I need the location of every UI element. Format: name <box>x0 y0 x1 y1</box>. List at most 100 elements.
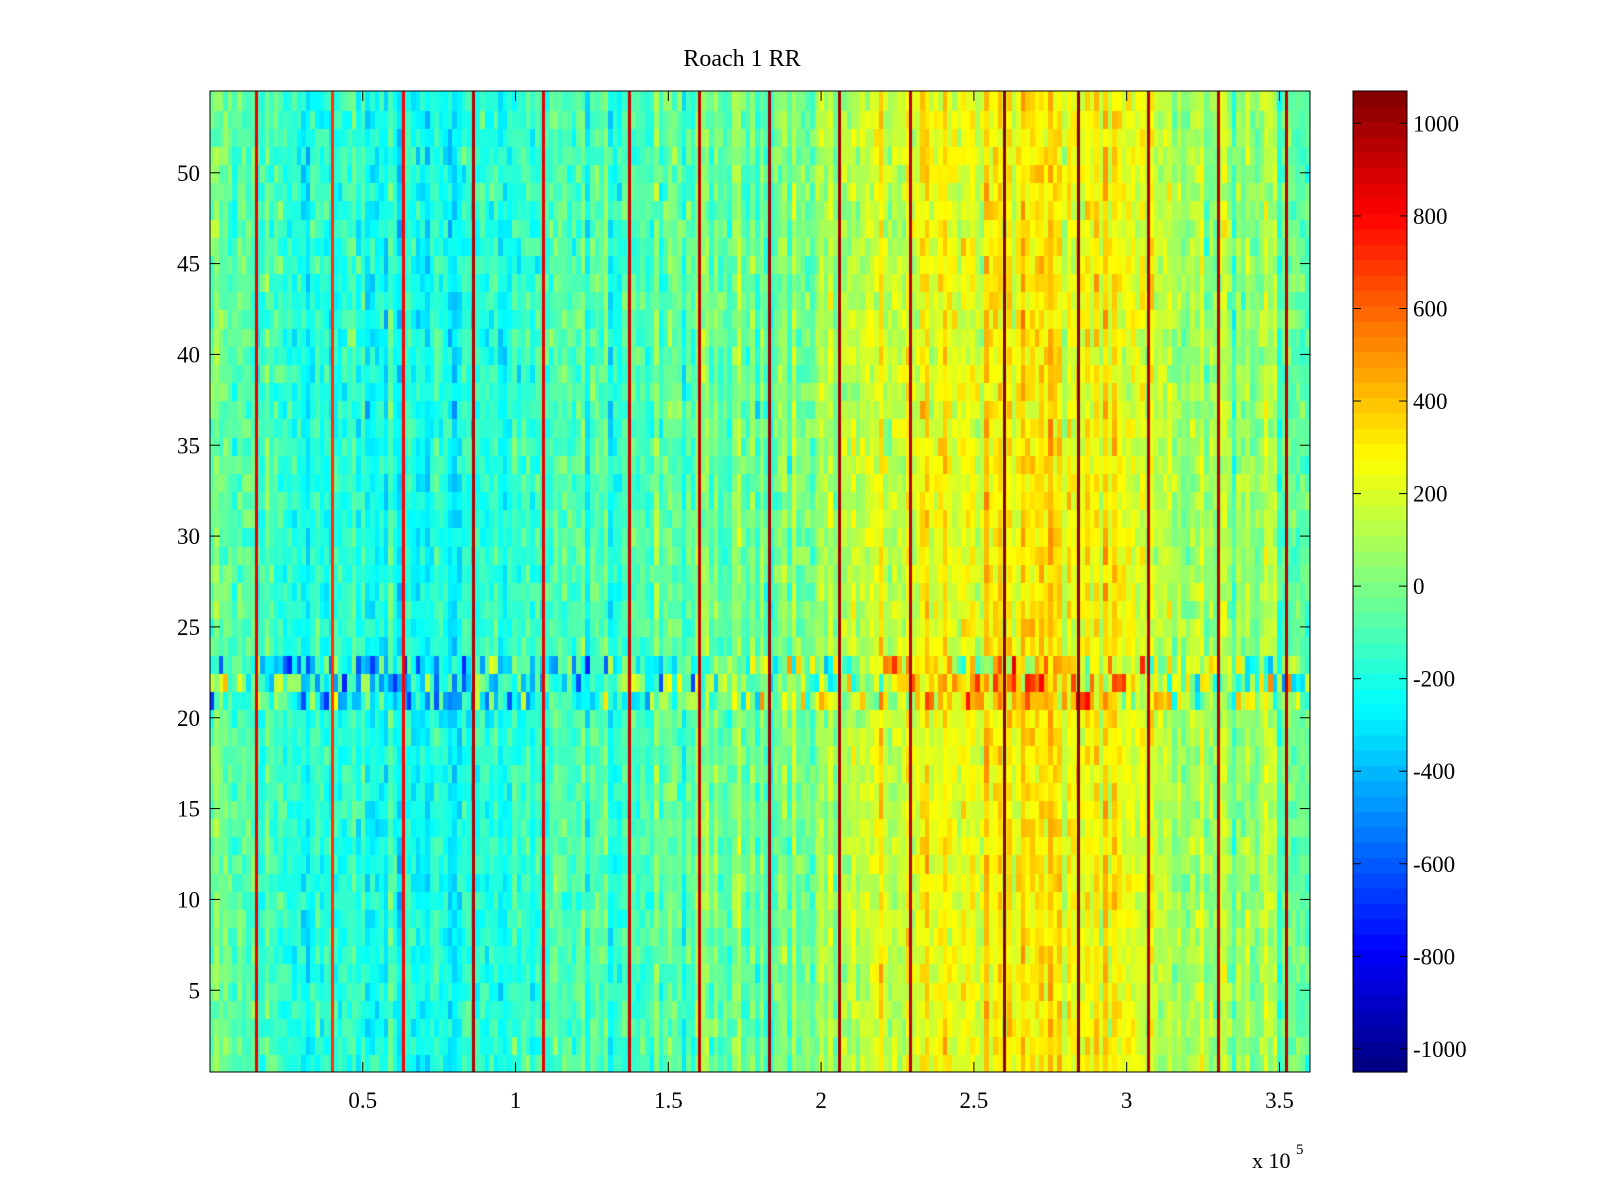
x-axis-multiplier-base: x 10 <box>1252 1148 1291 1173</box>
colorbar-band <box>1353 1010 1407 1027</box>
x-tick-label: 3.5 <box>1265 1088 1294 1113</box>
colorbar-band <box>1353 780 1407 797</box>
colorbar-band <box>1353 504 1407 521</box>
colorbar-band <box>1353 750 1407 767</box>
y-tick-label: 25 <box>177 615 200 640</box>
colorbar-band <box>1353 458 1407 475</box>
colorbar-band <box>1353 566 1407 583</box>
y-tick-label: 30 <box>177 524 200 549</box>
colorbar-frame <box>1352 90 1408 1073</box>
colorbar-band <box>1353 351 1407 368</box>
x-tick-label: 2 <box>815 1088 827 1113</box>
x-tick-label: 1.5 <box>654 1088 683 1113</box>
colorbar-band <box>1353 290 1407 307</box>
colorbar-band <box>1353 106 1407 123</box>
colorbar-band <box>1353 520 1407 537</box>
colorbar-tick-label: -1000 <box>1413 1037 1467 1062</box>
colorbar <box>1353 91 1407 1073</box>
colorbar-axis: 1000 800 600 400 200 0 -200 -400 -600 -800 -1000 <box>1353 111 1467 1062</box>
colorbar-band <box>1353 842 1407 859</box>
colorbar-band <box>1353 872 1407 889</box>
colorbar-band <box>1353 596 1407 613</box>
y-axis: 5 10 15 20 25 30 35 40 45 50 <box>177 161 1310 1003</box>
colorbar-band <box>1353 366 1407 383</box>
colorbar-band <box>1353 642 1407 659</box>
colorbar-tick-label: 400 <box>1413 389 1448 414</box>
colorbar-band <box>1353 719 1407 736</box>
colorbar-tick-label: -800 <box>1413 944 1455 969</box>
x-tick-label: 2.5 <box>960 1088 989 1113</box>
colorbar-band <box>1353 857 1407 874</box>
colorbar-band <box>1353 274 1407 291</box>
y-tick-label: 35 <box>177 433 200 458</box>
colorbar-tick-label: 0 <box>1413 574 1425 599</box>
colorbar-band <box>1353 704 1407 721</box>
y-tick-label: 5 <box>189 978 201 1003</box>
colorbar-band <box>1353 152 1407 169</box>
y-tick-label: 10 <box>177 887 200 912</box>
colorbar-band <box>1353 581 1407 598</box>
colorbar-tick-label: 800 <box>1413 204 1448 229</box>
colorbar-band <box>1353 182 1407 199</box>
y-tick-label: 45 <box>177 252 200 277</box>
colorbar-band <box>1353 443 1407 460</box>
plot-area-frame <box>209 90 1311 1073</box>
y-tick-label: 20 <box>177 706 200 731</box>
colorbar-band <box>1353 535 1407 552</box>
colorbar-band <box>1353 995 1407 1012</box>
colorbar-band <box>1353 489 1407 506</box>
chart-title: Roach 1 RR <box>683 46 800 72</box>
heatmap-cells <box>210 91 1310 1072</box>
x-axis-multiplier: x 10 5 <box>1252 1142 1304 1173</box>
colorbar-band <box>1353 826 1407 843</box>
colorbar-band <box>1353 811 1407 828</box>
colorbar-band <box>1353 167 1407 184</box>
colorbar-tick-label: -200 <box>1413 667 1455 692</box>
colorbar-band <box>1353 888 1407 904</box>
colorbar-band <box>1353 198 1407 215</box>
x-tick-label: 0.5 <box>348 1088 377 1113</box>
colorbar-band <box>1353 550 1407 567</box>
colorbar-band <box>1353 1026 1407 1042</box>
x-tick-label: 1 <box>510 1088 522 1113</box>
colorbar-tick-label: -400 <box>1413 759 1455 784</box>
colorbar-band <box>1353 91 1407 107</box>
colorbar-band <box>1353 964 1407 981</box>
colorbar-band <box>1353 796 1407 813</box>
colorbar-tick-label: -600 <box>1413 852 1455 877</box>
colorbar-band <box>1353 397 1407 414</box>
colorbar-band <box>1353 688 1407 705</box>
colorbar-band <box>1353 305 1407 322</box>
colorbar-band <box>1353 382 1407 399</box>
y-tick-label: 40 <box>177 342 200 367</box>
colorbar-tick-label: 200 <box>1413 482 1448 507</box>
colorbar-band <box>1353 627 1407 644</box>
x-tick-label: 3 <box>1121 1088 1133 1113</box>
colorbar-band <box>1353 320 1407 337</box>
colorbar-band <box>1353 228 1407 245</box>
colorbar-band <box>1353 412 1407 429</box>
colorbar-band <box>1353 136 1407 153</box>
x-axis-multiplier-exponent: 5 <box>1296 1142 1304 1158</box>
colorbar-band <box>1353 980 1407 996</box>
colorbar-band <box>1353 903 1407 920</box>
colorbar-band <box>1353 612 1407 629</box>
x-axis: 0.5 1 1.5 2 2.5 3 3.5 <box>348 91 1294 1113</box>
colorbar-band <box>1353 428 1407 445</box>
colorbar-band <box>1353 213 1407 230</box>
y-tick-label: 50 <box>177 161 200 186</box>
colorbar-band <box>1353 474 1407 491</box>
colorbar-band <box>1353 734 1407 751</box>
colorbar-band <box>1353 336 1407 353</box>
colorbar-band <box>1353 765 1407 782</box>
colorbar-band <box>1353 673 1407 690</box>
colorbar-band <box>1353 259 1407 276</box>
colorbar-band <box>1353 658 1407 675</box>
colorbar-tick-label: 600 <box>1413 296 1448 321</box>
colorbar-band <box>1353 934 1407 950</box>
colorbar-band <box>1353 1056 1407 1073</box>
colorbar-tick-label: 1000 <box>1413 111 1459 136</box>
colorbar-band <box>1353 1041 1407 1058</box>
colorbar-band <box>1353 244 1407 261</box>
